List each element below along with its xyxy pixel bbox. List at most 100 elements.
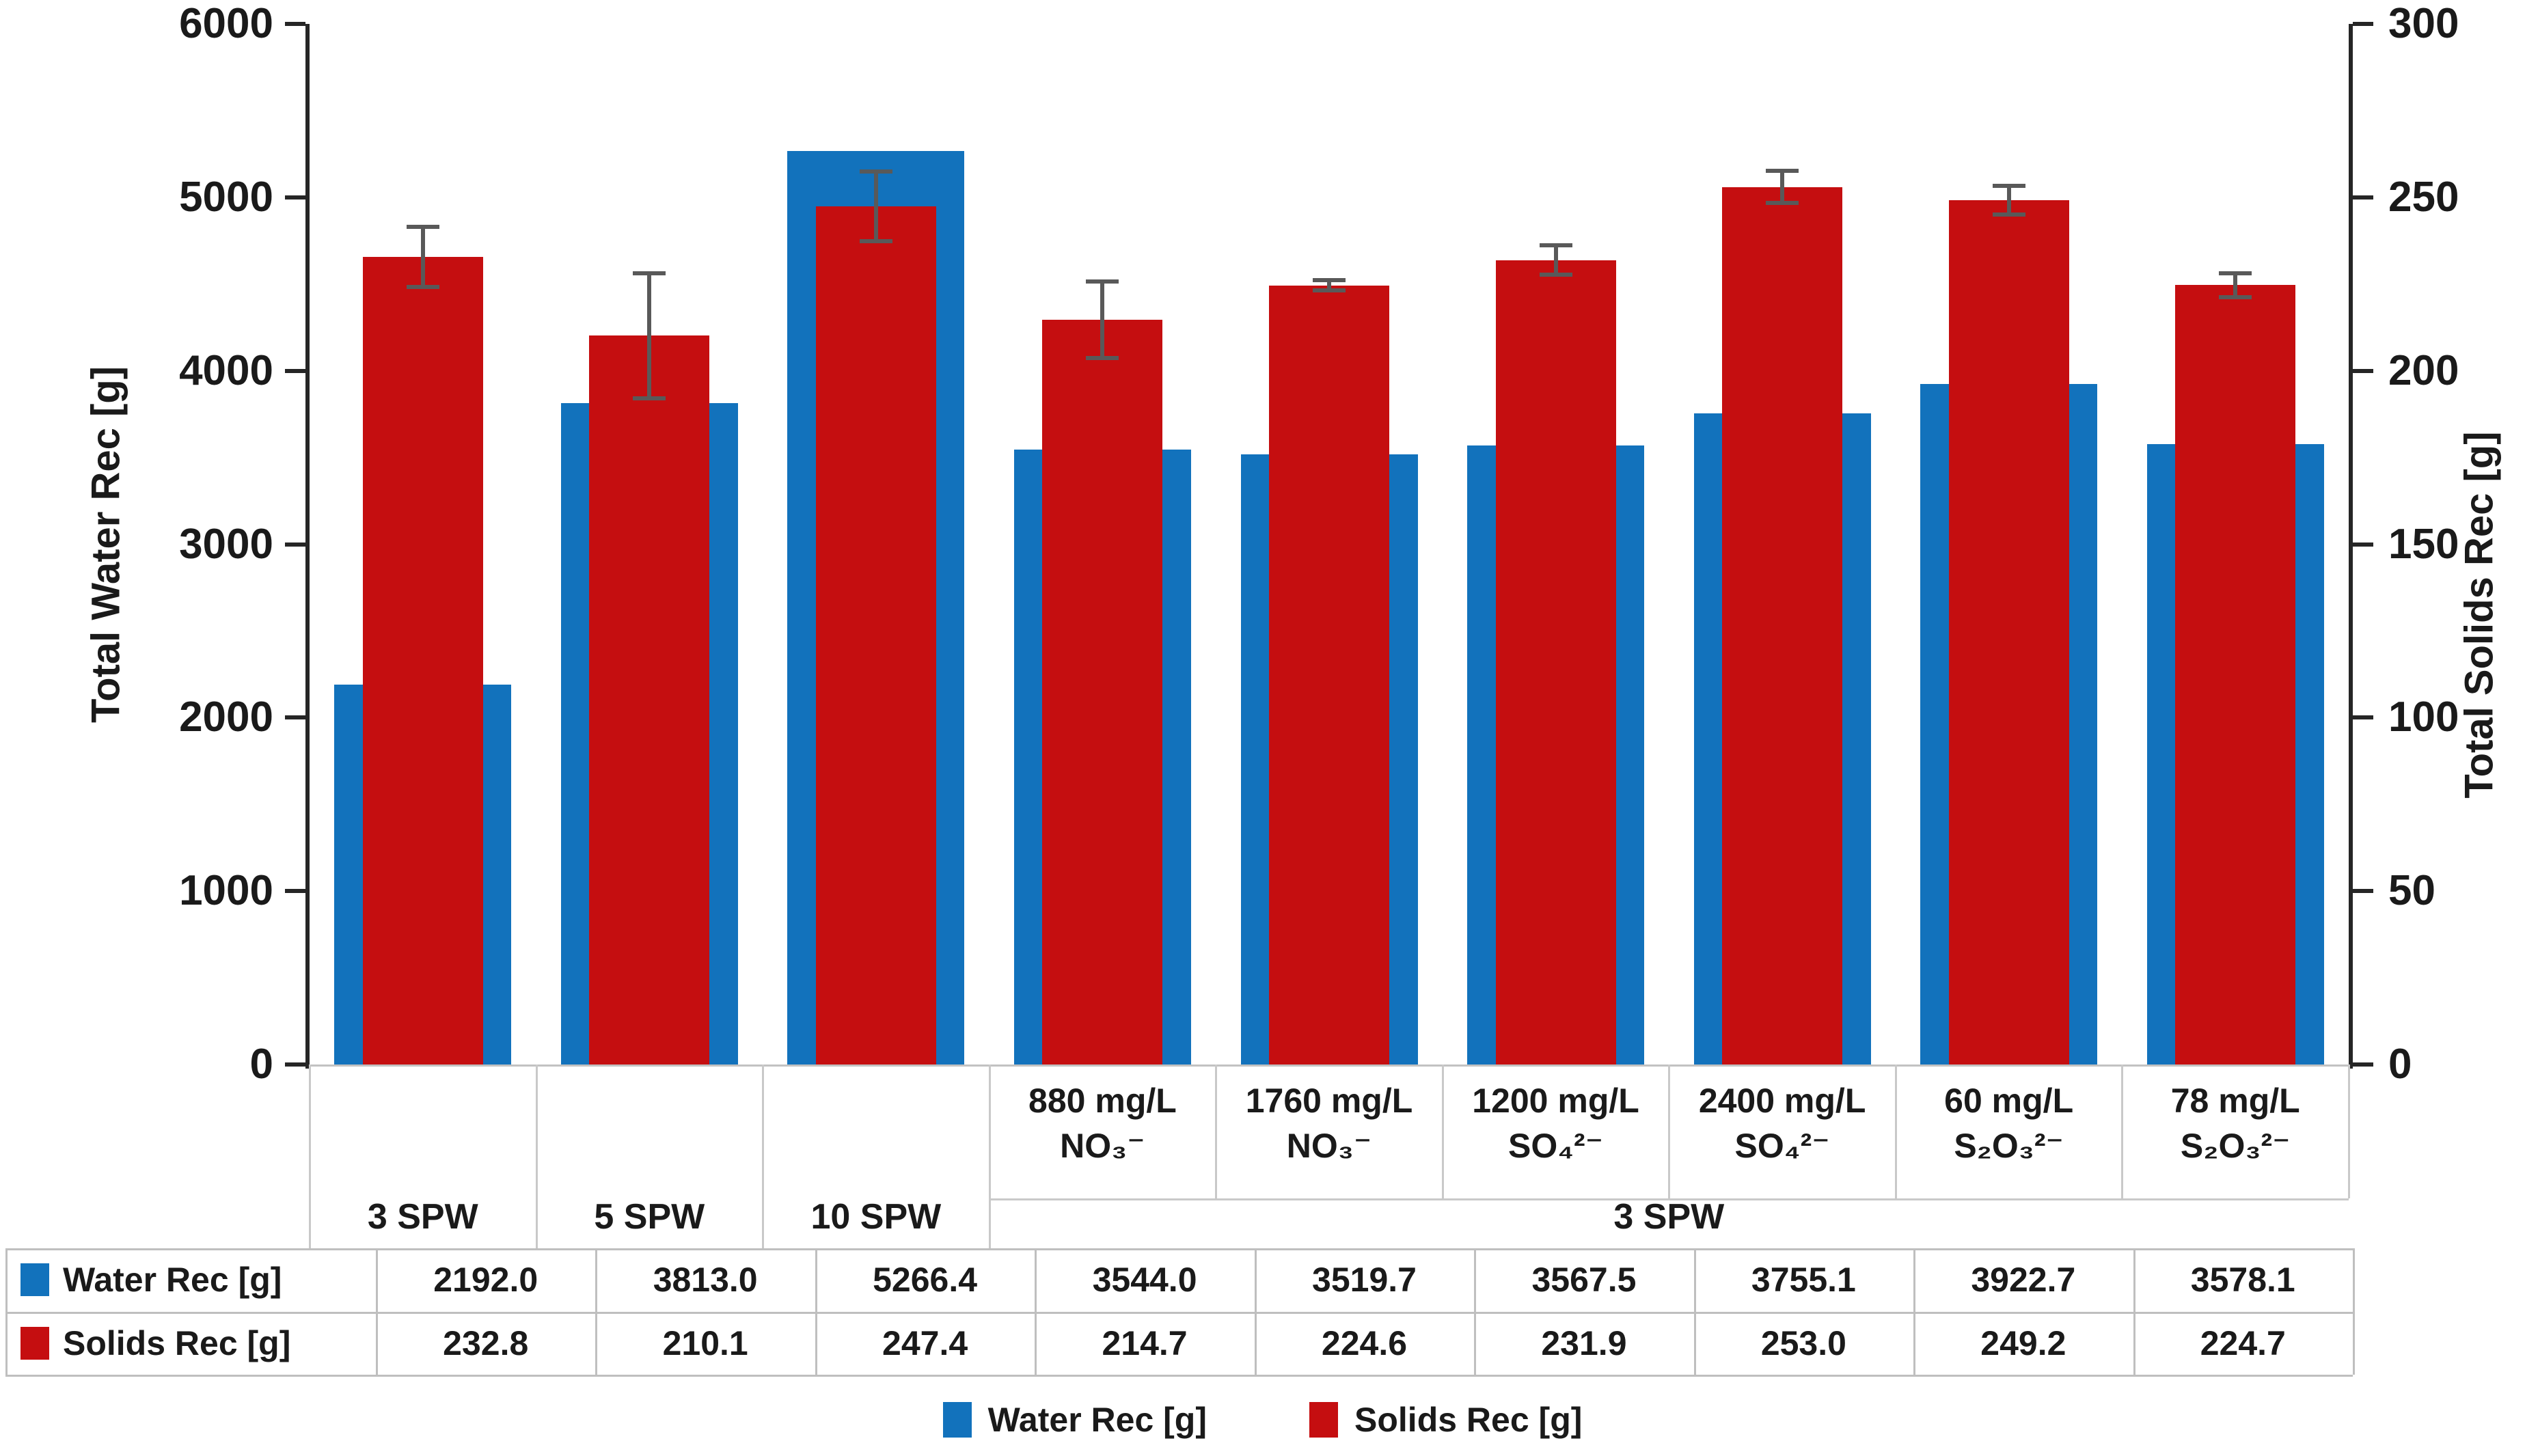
error-cap-bottom-6 <box>1766 200 1799 205</box>
error-bar-6 <box>1780 171 1785 203</box>
category-label-line2-4: NO₃⁻ <box>1286 1127 1372 1165</box>
bar-solids-0 <box>362 257 483 1064</box>
legend-item-1: Solids Rec [g] <box>1309 1400 1582 1440</box>
category-label-line2-3: NO₃⁻ <box>1060 1127 1145 1165</box>
table-col-line-2 <box>815 1248 817 1375</box>
table-cell-1-3: 214.7 <box>1102 1323 1188 1362</box>
right-tick-label-5: 50 <box>2388 867 2435 915</box>
table-cell-1-6: 253.0 <box>1760 1323 1846 1362</box>
table-col-line-9 <box>2353 1248 2355 1375</box>
left-tick-label-5: 1000 <box>179 867 273 915</box>
bar-solids-4 <box>1269 285 1389 1064</box>
category-label-3: 880 mg/L NO₃⁻ <box>989 1078 1216 1168</box>
category-label-line2-7: S₂O₃²⁻ <box>1954 1127 2064 1165</box>
error-bar-4 <box>1327 280 1331 291</box>
error-bar-8 <box>2233 273 2238 298</box>
right-tick-4 <box>2353 715 2373 720</box>
category-separator-ion-7 <box>1894 1064 1897 1198</box>
bar-solids-3 <box>1042 320 1163 1064</box>
category-label-line2-8: S₂O₃²⁻ <box>2180 1127 2291 1165</box>
table-cell-1-0: 232.8 <box>443 1323 529 1362</box>
category-label-line1-5: 1200 mg/L <box>1472 1082 1639 1120</box>
error-cap-bottom-3 <box>1086 355 1119 360</box>
error-cap-top-0 <box>406 224 439 229</box>
error-cap-top-2 <box>859 169 892 174</box>
right-tick-0 <box>2353 22 2373 26</box>
category-separator-ion-4 <box>1215 1064 1218 1198</box>
group-label-2: 10 SPW <box>810 1197 942 1237</box>
left-tick-label-3: 3000 <box>179 520 273 568</box>
category-label-line2-6: SO₄²⁻ <box>1734 1127 1830 1165</box>
legend-swatch-0 <box>942 1402 972 1438</box>
table-col-line-8 <box>2133 1248 2135 1375</box>
left-tick-1 <box>285 195 305 200</box>
error-bar-5 <box>1553 245 1558 275</box>
table-cell-1-4: 224.6 <box>1321 1323 1408 1362</box>
error-cap-bottom-7 <box>1992 212 2025 217</box>
group-label-1: 5 SPW <box>594 1197 705 1237</box>
right-tick-2 <box>2353 368 2373 373</box>
table-row-header-1: Solids Rec [g] <box>5 1312 376 1375</box>
error-cap-bottom-2 <box>859 238 892 243</box>
table-cell-0-6: 3755.1 <box>1751 1261 1856 1300</box>
right-tick-1 <box>2353 195 2373 200</box>
table-row-label-0: Water Rec [g] <box>63 1261 282 1300</box>
legend-label-1: Solids Rec [g] <box>1354 1401 1583 1439</box>
error-cap-bottom-5 <box>1539 273 1572 277</box>
bar-solids-8 <box>2175 285 2296 1064</box>
legend-label-0: Water Rec [g] <box>987 1401 1207 1439</box>
error-bar-2 <box>873 171 878 241</box>
table-cell-1-5: 231.9 <box>1541 1323 1627 1362</box>
left-tick-label-1: 5000 <box>179 173 273 221</box>
table-cell-0-5: 3567.5 <box>1531 1261 1637 1300</box>
left-tick-5 <box>285 889 305 894</box>
right-tick-5 <box>2353 889 2373 894</box>
group-label-3: 3 SPW <box>1613 1197 1725 1237</box>
left-tick-2 <box>285 368 305 373</box>
bar-solids-5 <box>1495 260 1616 1064</box>
category-label-line1-7: 60 mg/L <box>1944 1082 2074 1120</box>
error-cap-top-5 <box>1539 243 1572 248</box>
group-merged-top-border <box>989 1198 2349 1200</box>
left-tick-label-2: 4000 <box>179 346 273 394</box>
left-tick-label-0: 6000 <box>179 0 273 47</box>
error-bar-7 <box>2006 186 2011 215</box>
table-cell-1-2: 247.4 <box>882 1323 968 1362</box>
table-col-line-0 <box>376 1248 378 1375</box>
category-axis-baseline <box>310 1064 2349 1067</box>
category-label-line1-6: 2400 mg/L <box>1698 1082 1866 1120</box>
table-col-line-7 <box>1913 1248 1916 1375</box>
right-tick-3 <box>2353 542 2373 547</box>
category-label-line2-5: SO₄²⁻ <box>1507 1127 1604 1165</box>
category-label-6: 2400 mg/L SO₄²⁻ <box>1669 1078 1896 1168</box>
left-tick-3 <box>285 542 305 547</box>
bar-solids-6 <box>1722 187 1843 1064</box>
legend-swatch-1 <box>1309 1402 1339 1438</box>
right-tick-label-3: 150 <box>2388 520 2459 568</box>
table-swatch-1 <box>21 1326 49 1360</box>
legend-item-0: Water Rec [g] <box>942 1400 1207 1440</box>
table-cell-0-4: 3519.7 <box>1312 1261 1417 1300</box>
right-tick-label-2: 200 <box>2388 346 2459 394</box>
table-cell-1-1: 210.1 <box>662 1323 748 1362</box>
error-bar-1 <box>647 273 652 398</box>
error-cap-top-6 <box>1766 169 1799 174</box>
category-separator-ion-5 <box>1441 1064 1444 1198</box>
table-border-mid <box>5 1311 2353 1314</box>
right-axis-line <box>2349 24 2353 1069</box>
bar-solids-7 <box>1948 200 2069 1064</box>
table-col-line-6 <box>1693 1248 1696 1375</box>
category-label-line1-3: 880 mg/L <box>1028 1082 1177 1120</box>
table-cell-1-8: 224.7 <box>2200 1323 2286 1362</box>
table-border-top <box>5 1248 2353 1250</box>
error-cap-bottom-8 <box>2219 295 2252 300</box>
category-separator-full-1 <box>535 1064 538 1248</box>
error-cap-bottom-4 <box>1313 288 1346 293</box>
category-separator-full-2 <box>762 1064 765 1248</box>
bar-solids-1 <box>589 335 710 1064</box>
table-border-bottom <box>5 1375 2353 1377</box>
error-cap-bottom-1 <box>633 396 666 400</box>
category-label-5: 1200 mg/L SO₄²⁻ <box>1443 1078 1669 1168</box>
